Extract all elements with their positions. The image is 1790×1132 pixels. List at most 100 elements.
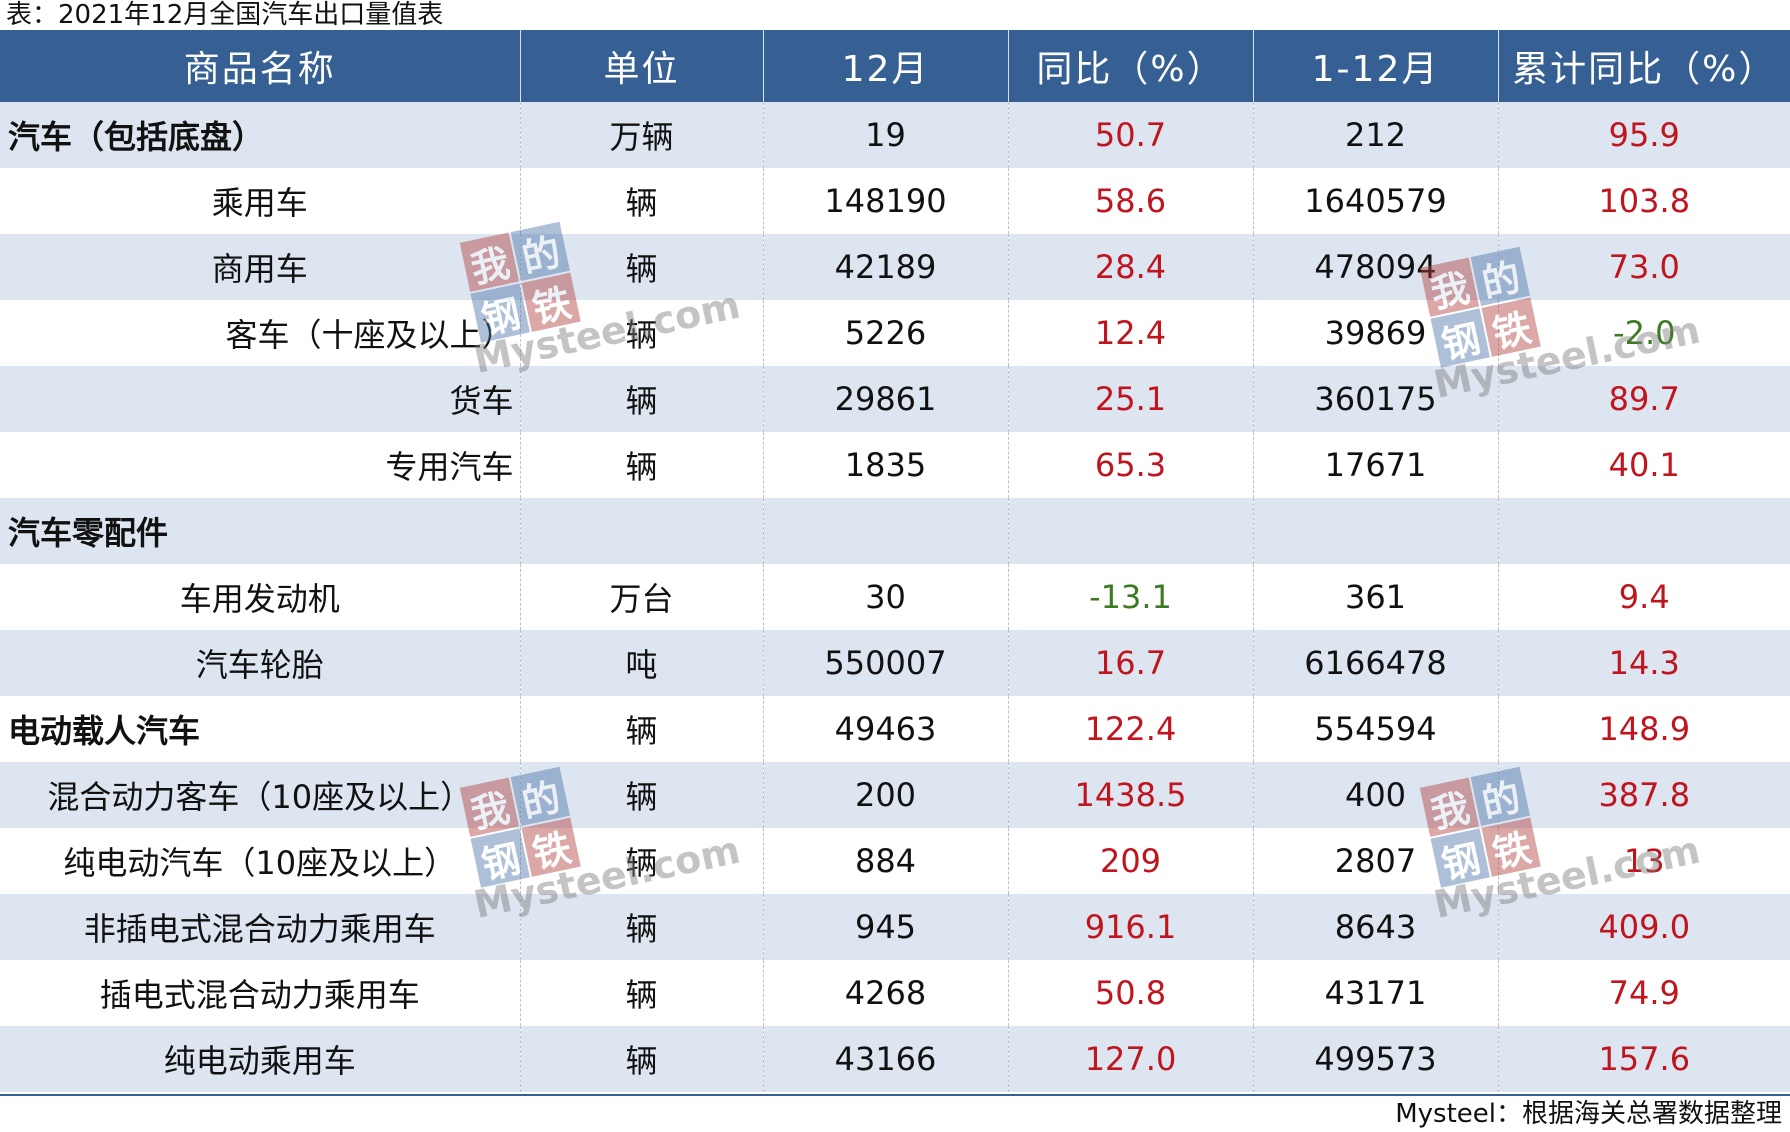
header-month: 12月 [763,30,1009,102]
table-row: 商用车 辆 42189 28.4 478094 73.0 [0,234,1790,300]
row-name: 混合动力客车（10座及以上） [0,762,521,828]
row-unit: 辆 [520,168,764,234]
row-ytd-yoy: -2.0 [1498,300,1790,366]
row-ytd: 360175 [1253,366,1499,432]
row-ytd-yoy: 74.9 [1498,960,1790,1026]
row-ytd: 39869 [1253,300,1499,366]
row-yoy [1008,498,1254,564]
row-unit: 辆 [520,366,764,432]
table-row: 客车（十座及以上） 辆 5226 12.4 39869 -2.0 [0,300,1790,366]
header-ytd-yoy: 累计同比（%） [1498,30,1790,102]
row-ytd: 17671 [1253,432,1499,498]
row-ytd-yoy: 409.0 [1498,894,1790,960]
row-ytd: 1640579 [1253,168,1499,234]
row-month: 42189 [763,234,1009,300]
row-name: 插电式混合动力乘用车 [0,960,521,1026]
table-row: 电动载人汽车 辆 49463 122.4 554594 148.9 [0,696,1790,762]
row-unit: 辆 [520,432,764,498]
row-month [763,498,1009,564]
row-name: 专用汽车 [0,432,521,498]
row-ytd-yoy: 387.8 [1498,762,1790,828]
row-name: 汽车（包括底盘） [0,102,521,168]
table-caption: 表：2021年12月全国汽车出口量值表 [6,0,444,30]
row-ytd-yoy: 9.4 [1498,564,1790,630]
row-unit: 辆 [520,762,764,828]
row-name: 车用发动机 [0,564,521,630]
export-table: 商品名称 单位 12月 同比（%） 1-12月 累计同比（%） 汽车（包括底盘）… [0,30,1790,1092]
row-unit: 辆 [520,234,764,300]
row-month: 30 [763,564,1009,630]
row-ytd: 361 [1253,564,1499,630]
row-yoy: 25.1 [1008,366,1254,432]
row-yoy: 50.7 [1008,102,1254,168]
row-name: 乘用车 [0,168,521,234]
row-ytd: 212 [1253,102,1499,168]
row-name: 电动载人汽车 [0,696,521,762]
header-unit: 单位 [520,30,764,102]
row-name: 客车（十座及以上） [0,300,521,366]
table-bottom-rule [0,1094,1790,1096]
row-yoy: 12.4 [1008,300,1254,366]
row-ytd-yoy: 73.0 [1498,234,1790,300]
row-month: 19 [763,102,1009,168]
row-ytd: 6166478 [1253,630,1499,696]
row-name: 纯电动乘用车 [0,1026,521,1092]
row-ytd-yoy: 148.9 [1498,696,1790,762]
row-month: 49463 [763,696,1009,762]
table-row: 混合动力客车（10座及以上） 辆 200 1438.5 400 387.8 [0,762,1790,828]
row-yoy: 122.4 [1008,696,1254,762]
table-row: 纯电动乘用车 辆 43166 127.0 499573 157.6 [0,1026,1790,1092]
header-ytd: 1-12月 [1253,30,1499,102]
row-yoy: 127.0 [1008,1026,1254,1092]
table-row: 汽车零配件 [0,498,1790,564]
table-row: 非插电式混合动力乘用车 辆 945 916.1 8643 409.0 [0,894,1790,960]
row-unit: 辆 [520,1026,764,1092]
row-yoy: 1438.5 [1008,762,1254,828]
row-unit: 辆 [520,696,764,762]
row-ytd: 478094 [1253,234,1499,300]
row-ytd-yoy: 95.9 [1498,102,1790,168]
row-name: 汽车零配件 [0,498,521,564]
header-row: 商品名称 单位 12月 同比（%） 1-12月 累计同比（%） [0,30,1790,102]
row-unit: 辆 [520,300,764,366]
row-name: 汽车轮胎 [0,630,521,696]
row-month: 200 [763,762,1009,828]
row-ytd-yoy: 13 [1498,828,1790,894]
row-month: 1835 [763,432,1009,498]
header-yoy: 同比（%） [1008,30,1254,102]
table-row: 专用汽车 辆 1835 65.3 17671 40.1 [0,432,1790,498]
row-unit: 万台 [520,564,764,630]
row-ytd-yoy: 14.3 [1498,630,1790,696]
row-ytd: 2807 [1253,828,1499,894]
row-unit: 辆 [520,828,764,894]
row-ytd [1253,498,1499,564]
row-ytd-yoy: 103.8 [1498,168,1790,234]
row-yoy: 58.6 [1008,168,1254,234]
table-row: 车用发动机 万台 30 -13.1 361 9.4 [0,564,1790,630]
row-month: 43166 [763,1026,1009,1092]
header-name: 商品名称 [0,30,521,102]
row-ytd: 499573 [1253,1026,1499,1092]
row-month: 4268 [763,960,1009,1026]
row-month: 945 [763,894,1009,960]
table-row: 货车 辆 29861 25.1 360175 89.7 [0,366,1790,432]
row-month: 884 [763,828,1009,894]
row-name: 货车 [0,366,521,432]
table-row: 汽车轮胎 吨 550007 16.7 6166478 14.3 [0,630,1790,696]
row-month: 5226 [763,300,1009,366]
row-ytd-yoy: 89.7 [1498,366,1790,432]
row-unit: 万辆 [520,102,764,168]
row-ytd: 43171 [1253,960,1499,1026]
row-unit: 辆 [520,894,764,960]
row-name: 纯电动汽车（10座及以上） [0,828,521,894]
row-month: 148190 [763,168,1009,234]
row-yoy: 50.8 [1008,960,1254,1026]
row-yoy: 916.1 [1008,894,1254,960]
row-yoy: 65.3 [1008,432,1254,498]
table-row: 乘用车 辆 148190 58.6 1640579 103.8 [0,168,1790,234]
row-unit: 辆 [520,960,764,1026]
row-ytd: 554594 [1253,696,1499,762]
row-ytd-yoy [1498,498,1790,564]
row-yoy: 209 [1008,828,1254,894]
row-name: 非插电式混合动力乘用车 [0,894,521,960]
